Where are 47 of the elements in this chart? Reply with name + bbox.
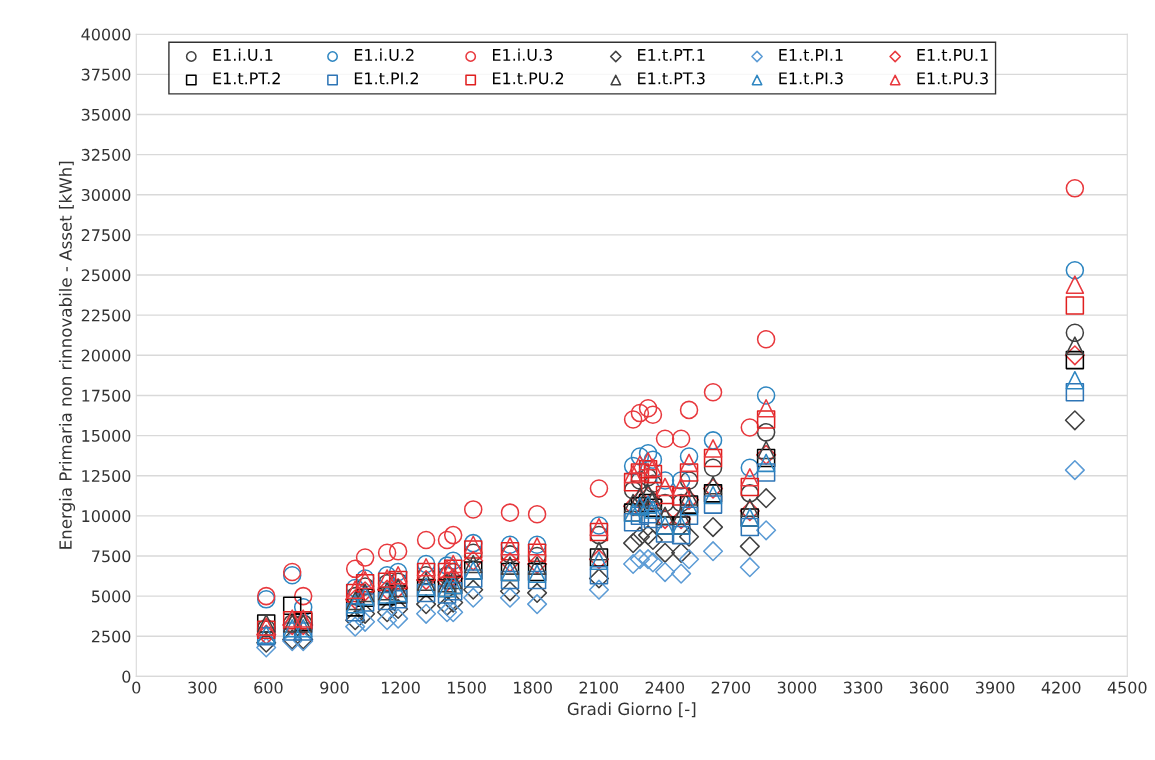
- legend-label: E1.t.PT.1: [638, 49, 705, 61]
- y-tick-label: 2500: [91, 630, 131, 643]
- y-tick-label: 0: [122, 670, 131, 683]
- x-tick-label: 1800: [514, 681, 552, 694]
- x-tick-label: 2400: [645, 681, 685, 694]
- legend-label: E1.i.U.1: [213, 48, 273, 61]
- legend-label: E1.i.U.2: [354, 48, 414, 61]
- legend-label: E1.t.PU.3: [917, 72, 988, 85]
- x-tick-label: 2700: [711, 681, 751, 694]
- y-tick-label: 25000: [81, 269, 131, 282]
- x-tick-label: 3900: [976, 681, 1015, 694]
- y-tick-label: 17500: [82, 389, 131, 402]
- legend-label: E1.t.PT.2: [213, 72, 280, 85]
- x-tick-label: 1500: [448, 681, 486, 694]
- y-tick-label: 32500: [81, 148, 131, 161]
- legend-label: E1.t.PU.2: [493, 72, 564, 85]
- x-tick-label: 300: [188, 681, 217, 694]
- y-tick-label: 40000: [81, 28, 131, 41]
- y-tick-label: 37500: [81, 68, 131, 81]
- legend-label: E1.t.PI.3: [779, 72, 843, 85]
- x-tick-label: 900: [320, 681, 349, 694]
- legend-label: E1.t.PI.2: [354, 72, 418, 85]
- y-tick-label: 5000: [92, 590, 131, 603]
- y-tick-label: 7500: [92, 550, 131, 563]
- legend-label: E1.t.PI.1: [779, 49, 843, 61]
- x-tick-label: 3000: [777, 681, 817, 694]
- x-tick-label: 600: [254, 681, 283, 694]
- x-tick-label: 1200: [381, 681, 420, 694]
- legend-label: E1.t.PU.1: [917, 49, 988, 61]
- x-tick-label: 2100: [579, 681, 619, 694]
- x-tick-label: 4200: [1041, 681, 1081, 694]
- y-tick-label: 20000: [81, 349, 131, 362]
- y-tick-label: 22500: [81, 309, 131, 322]
- legend-label: E1.t.PT.3: [638, 72, 705, 85]
- legend-label: E1.i.U.3: [493, 48, 552, 61]
- y-tick-label: 12500: [82, 469, 131, 483]
- x-axis-title: Gradi Giorno [-]: [567, 702, 696, 718]
- y-tick-label: 27500: [81, 229, 131, 242]
- y-tick-label: 10000: [82, 510, 131, 523]
- x-tick-label: 3600: [909, 681, 949, 694]
- y-tick-label: 15000: [82, 429, 131, 442]
- x-tick-label: 4500: [1107, 681, 1147, 694]
- y-axis-title: Energia Primaria non rinnovabile - Asset [kWh]: [58, 161, 76, 549]
- y-tick-label: 30000: [81, 188, 131, 202]
- x-tick-label: 3300: [843, 681, 883, 694]
- y-tick-label: 35000: [81, 108, 131, 121]
- x-tick-label: 0: [132, 681, 141, 694]
